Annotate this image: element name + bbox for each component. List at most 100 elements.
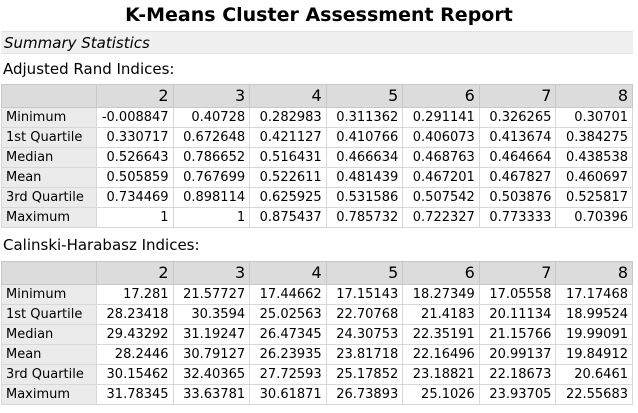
ari-column-header: 4	[249, 84, 327, 108]
ari-value-cell: 0.421127	[249, 127, 327, 148]
ari-value-cell: 0.786652	[172, 147, 251, 168]
ari-table-row: 1st Quartile 0.330717 0.672648 0.421127 0.41…	[1, 127, 633, 148]
ch-value-cell: 17.281	[96, 284, 174, 305]
ari-column-header: 2	[96, 84, 174, 108]
ari-value-cell: 0.467827	[478, 167, 557, 188]
ari-row-label: Maximum	[1, 207, 97, 228]
ari-value-cell: 0.40728	[172, 107, 251, 128]
ch-value-cell: 22.35191	[402, 324, 480, 345]
ari-table-row: Mean 0.505859 0.767699 0.522611 0.481439 0.46…	[1, 167, 633, 188]
ari-row-label: Mean	[1, 167, 97, 188]
ch-value-cell: 17.44662	[249, 284, 327, 305]
ari-value-cell: 0.282983	[249, 107, 327, 128]
ari-value-cell: 0.466634	[325, 147, 404, 168]
ch-value-cell: 32.40365	[172, 364, 251, 385]
ch-row-label: 1st Quartile	[1, 304, 97, 325]
report-title: K-Means Cluster Assessment Report	[125, 4, 513, 26]
ari-column-header: 6	[402, 84, 480, 108]
ch-column-header: 5	[325, 261, 404, 285]
ari-value-cell: 0.672648	[172, 127, 251, 148]
ari-value-cell: 0.410766	[325, 127, 404, 148]
ch-value-cell: 31.19247	[172, 324, 251, 345]
ari-value-cell: 1	[172, 207, 251, 228]
ari-value-cell: 0.468763	[402, 147, 480, 168]
ari-table-row: Minimum -0.008847 0.40728 0.282983 0.311362 0…	[1, 107, 633, 128]
ch-value-cell: 26.73893	[325, 384, 404, 405]
ch-column-header: 7	[478, 261, 557, 285]
ari-value-cell: 0.467201	[402, 167, 480, 188]
ari-value-cell: 0.326265	[478, 107, 557, 128]
ch-table-row: Maximum 31.78345 33.63781 30.61871 26.73893 2…	[1, 384, 633, 405]
ch-value-cell: 25.1026	[402, 384, 480, 405]
ari-table-row: Maximum 1 1 0.875437 0.785732 0.722327 0.77333…	[1, 207, 633, 228]
ch-value-cell: 20.11134	[478, 304, 557, 325]
ch-value-cell: 22.70768	[325, 304, 404, 325]
ch-section-label: Calinski-Harabasz Indices:	[3, 236, 200, 254]
ari-row-label: Minimum	[1, 107, 97, 128]
ch-value-cell: 17.05558	[478, 284, 557, 305]
ch-column-header: 3	[172, 261, 251, 285]
ari-column-header: 3	[172, 84, 251, 108]
ch-value-cell: 21.15766	[478, 324, 557, 345]
ari-section-label: Adjusted Rand Indices:	[3, 60, 175, 78]
ari-value-cell: 0.785732	[325, 207, 404, 228]
ch-column-header: 2	[96, 261, 174, 285]
ari-value-cell: 1	[96, 207, 174, 228]
ari-table-row: Median 0.526643 0.786652 0.516431 0.466634 0.…	[1, 147, 633, 168]
ari-value-cell: 0.460697	[555, 167, 633, 188]
ari-corner-cell	[1, 84, 97, 108]
ch-value-cell: 33.63781	[172, 384, 251, 405]
ari-value-cell: 0.625925	[249, 187, 327, 208]
ch-value-cell: 22.16496	[402, 344, 480, 365]
ch-value-cell: 30.79127	[172, 344, 251, 365]
ch-value-cell: 23.18821	[402, 364, 480, 385]
ari-value-cell: 0.30701	[555, 107, 633, 128]
ari-value-cell: 0.507542	[402, 187, 480, 208]
ch-value-cell: 30.15462	[96, 364, 174, 385]
ari-value-cell: 0.522611	[249, 167, 327, 188]
ch-value-cell: 18.99524	[555, 304, 633, 325]
ch-value-cell: 23.93705	[478, 384, 557, 405]
ch-table-row: Mean 28.2446 30.79127 26.23935 23.81718 22.16…	[1, 344, 633, 365]
ch-row-label: Maximum	[1, 384, 97, 405]
ari-table-row: 3rd Quartile 0.734469 0.898114 0.625925 0.53…	[1, 187, 633, 208]
ch-value-cell: 26.23935	[249, 344, 327, 365]
ari-row-label: Median	[1, 147, 97, 168]
ch-value-cell: 25.02563	[249, 304, 327, 325]
ari-value-cell: 0.406073	[402, 127, 480, 148]
ch-value-cell: 22.55683	[555, 384, 633, 405]
ari-value-cell: 0.503876	[478, 187, 557, 208]
ari-value-cell: 0.516431	[249, 147, 327, 168]
ari-value-cell: 0.330717	[96, 127, 174, 148]
ch-value-cell: 26.47345	[249, 324, 327, 345]
ari-value-cell: 0.773333	[478, 207, 557, 228]
ch-value-cell: 28.23418	[96, 304, 174, 325]
ch-value-cell: 19.99091	[555, 324, 633, 345]
ch-value-cell: 21.57727	[172, 284, 251, 305]
ch-value-cell: 30.3594	[172, 304, 251, 325]
ch-value-cell: 31.78345	[96, 384, 174, 405]
ari-value-cell: 0.767699	[172, 167, 251, 188]
ch-value-cell: 28.2446	[96, 344, 174, 365]
ch-table-row: Median 29.43292 31.19247 26.47345 24.30753 22…	[1, 324, 633, 345]
ch-row-label: Mean	[1, 344, 97, 365]
ch-value-cell: 30.61871	[249, 384, 327, 405]
ch-value-cell: 17.17468	[555, 284, 633, 305]
ari-value-cell: 0.875437	[249, 207, 327, 228]
ari-column-header: 5	[325, 84, 404, 108]
ch-row-label: Minimum	[1, 284, 97, 305]
ch-value-cell: 20.99137	[478, 344, 557, 365]
ari-value-cell: 0.898114	[172, 187, 251, 208]
ch-value-cell: 19.84912	[555, 344, 633, 365]
ch-table-row: Minimum 17.281 21.57727 17.44662 17.15143 18.…	[1, 284, 633, 305]
ch-table-row: 1st Quartile 28.23418 30.3594 25.02563 22.70…	[1, 304, 633, 325]
ch-column-header: 8	[555, 261, 633, 285]
ch-value-cell: 24.30753	[325, 324, 404, 345]
ari-value-cell: 0.734469	[96, 187, 174, 208]
ari-value-cell: 0.525817	[555, 187, 633, 208]
ch-column-header: 4	[249, 261, 327, 285]
